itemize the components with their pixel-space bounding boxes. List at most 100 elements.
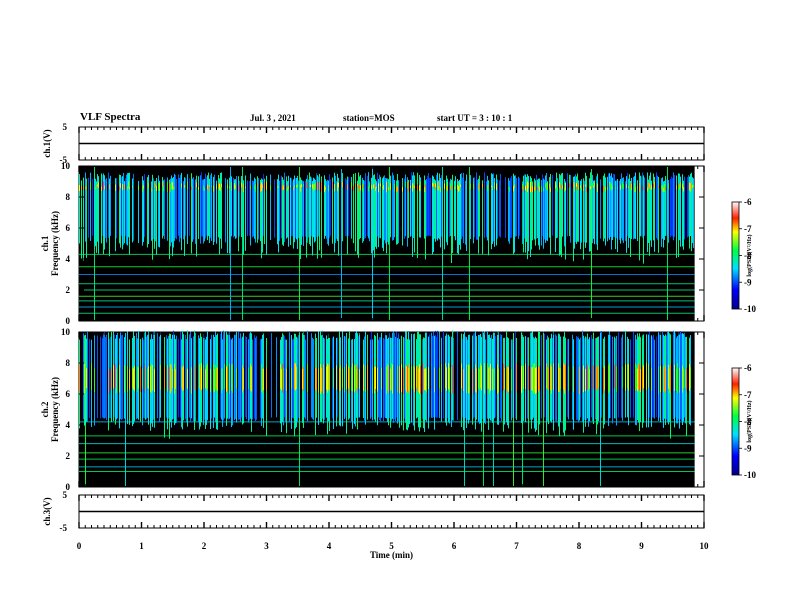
emission-peak bbox=[677, 363, 678, 394]
emission-column bbox=[682, 174, 683, 247]
emission-peak bbox=[143, 184, 144, 189]
emission-column bbox=[492, 174, 493, 244]
emission-column bbox=[670, 179, 671, 238]
emission-column bbox=[378, 339, 379, 418]
emission-column bbox=[673, 172, 674, 241]
emission-peak bbox=[187, 368, 188, 389]
emission-peak bbox=[262, 184, 263, 189]
emission-column bbox=[497, 179, 498, 239]
emission-column bbox=[157, 333, 158, 419]
emission-column bbox=[314, 178, 315, 243]
emission-peak bbox=[461, 363, 462, 389]
emission-peak bbox=[514, 184, 515, 188]
emission-column bbox=[488, 180, 489, 256]
colorbar bbox=[731, 201, 740, 310]
emission-peak bbox=[668, 364, 669, 389]
emission-column bbox=[286, 176, 287, 239]
emission-column bbox=[247, 180, 248, 236]
emission-peak bbox=[610, 182, 611, 190]
emission-peak bbox=[593, 186, 594, 188]
emission-column bbox=[164, 179, 165, 239]
emission-peak bbox=[497, 364, 498, 394]
emission-peak bbox=[676, 369, 677, 391]
emission-peak bbox=[460, 184, 461, 188]
emission-peak bbox=[142, 368, 143, 389]
emission-column bbox=[397, 174, 398, 245]
emission-column bbox=[494, 178, 495, 247]
emission-column bbox=[346, 179, 347, 237]
emission-peak bbox=[145, 365, 146, 391]
emission-column bbox=[552, 337, 553, 420]
emission-column bbox=[653, 173, 654, 241]
emission-column bbox=[266, 175, 267, 255]
emission-column bbox=[474, 333, 475, 418]
emission-column bbox=[664, 180, 665, 241]
emission-column bbox=[204, 336, 205, 420]
emission-peak bbox=[425, 368, 426, 391]
spectrogram-layer bbox=[79, 142, 740, 513]
emission-column bbox=[105, 179, 106, 239]
emission-column bbox=[438, 180, 439, 239]
emission-column bbox=[385, 178, 386, 244]
sferic-line bbox=[299, 167, 300, 320]
emission-column bbox=[178, 174, 179, 236]
emission-column bbox=[342, 173, 343, 242]
emission-peak bbox=[466, 186, 467, 188]
emission-peak bbox=[192, 187, 193, 189]
emission-column bbox=[310, 176, 311, 247]
emission-column bbox=[239, 180, 240, 237]
emission-peak bbox=[251, 366, 252, 392]
emission-peak bbox=[207, 184, 208, 190]
emission-column bbox=[615, 180, 616, 250]
emission-peak bbox=[562, 184, 563, 189]
emission-peak bbox=[155, 184, 156, 187]
emission-peak bbox=[539, 365, 540, 391]
emission-peak bbox=[227, 184, 228, 189]
emission-column bbox=[317, 175, 318, 259]
emission-peak bbox=[413, 365, 414, 390]
colorbar-label: log(PSD)(V²/Hz) bbox=[746, 400, 753, 442]
emission-peak bbox=[685, 369, 686, 388]
sferic-line bbox=[85, 333, 86, 486]
emission-peak bbox=[397, 186, 398, 192]
emission-column bbox=[576, 336, 577, 420]
emission-column bbox=[605, 177, 606, 246]
emission-column bbox=[360, 175, 361, 239]
emission-column bbox=[633, 331, 634, 418]
emission-peak bbox=[129, 187, 130, 190]
emission-peak bbox=[682, 183, 683, 189]
emission-peak bbox=[351, 182, 352, 189]
emission-peak bbox=[300, 184, 301, 192]
emission-column bbox=[460, 173, 461, 250]
emission-column bbox=[567, 338, 568, 418]
emission-column bbox=[565, 181, 566, 260]
emission-column bbox=[603, 175, 604, 242]
emission-peak bbox=[220, 186, 221, 191]
emission-column bbox=[508, 178, 509, 242]
emission-column bbox=[234, 179, 235, 237]
emission-column bbox=[184, 177, 185, 257]
emission-column bbox=[235, 179, 236, 239]
emission-peak bbox=[181, 183, 182, 188]
emission-column bbox=[138, 180, 139, 244]
emission-column bbox=[450, 178, 451, 237]
emission-column bbox=[429, 178, 430, 236]
emission-peak bbox=[639, 182, 640, 193]
emission-peak bbox=[211, 186, 212, 188]
emission-column bbox=[600, 179, 601, 239]
emission-peak bbox=[670, 363, 671, 393]
emission-peak bbox=[506, 366, 507, 394]
emission-peak bbox=[417, 366, 418, 392]
emission-column bbox=[337, 337, 338, 418]
emission-column bbox=[432, 175, 433, 255]
emission-column bbox=[628, 178, 629, 248]
emission-peak bbox=[388, 364, 389, 393]
emission-peak bbox=[651, 368, 652, 391]
emission-peak bbox=[321, 367, 322, 392]
emission-column bbox=[398, 180, 399, 244]
emission-peak bbox=[612, 186, 613, 189]
sferic-line bbox=[299, 333, 300, 486]
emission-column bbox=[193, 336, 194, 422]
emission-column bbox=[621, 173, 622, 239]
emission-column bbox=[515, 175, 516, 237]
